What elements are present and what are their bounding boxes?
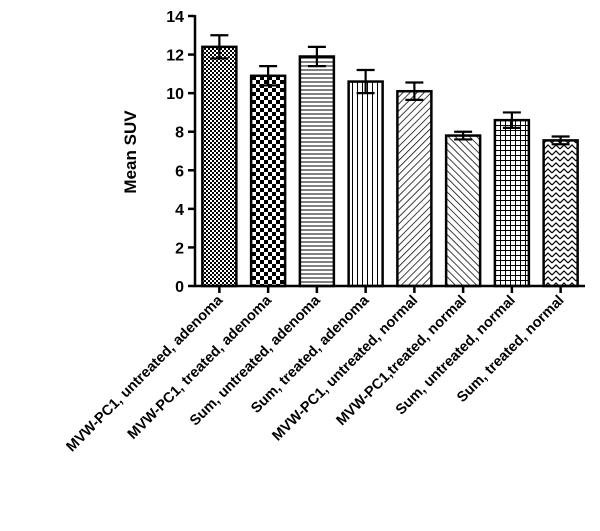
y-tick-label: 10 <box>166 86 184 103</box>
bar <box>542 139 579 288</box>
bar <box>444 134 482 288</box>
y-axis-ticks: 0 2 4 6 8 10 12 14 <box>166 9 195 296</box>
bar <box>249 74 287 288</box>
bar <box>201 45 238 288</box>
y-tick-label: 12 <box>166 48 184 65</box>
bar <box>347 80 384 288</box>
y-axis-title: Mean SUV <box>121 110 140 194</box>
bar <box>493 118 531 288</box>
bars <box>201 34 579 288</box>
y-tick-label: 8 <box>175 125 184 142</box>
y-tick-label: 14 <box>166 9 184 26</box>
bar <box>396 89 433 288</box>
y-tick-label: 0 <box>175 279 184 296</box>
y-tick-label: 4 <box>175 202 184 219</box>
y-tick-label: 6 <box>175 163 184 180</box>
bar <box>298 55 336 288</box>
y-tick-label: 2 <box>175 240 184 257</box>
